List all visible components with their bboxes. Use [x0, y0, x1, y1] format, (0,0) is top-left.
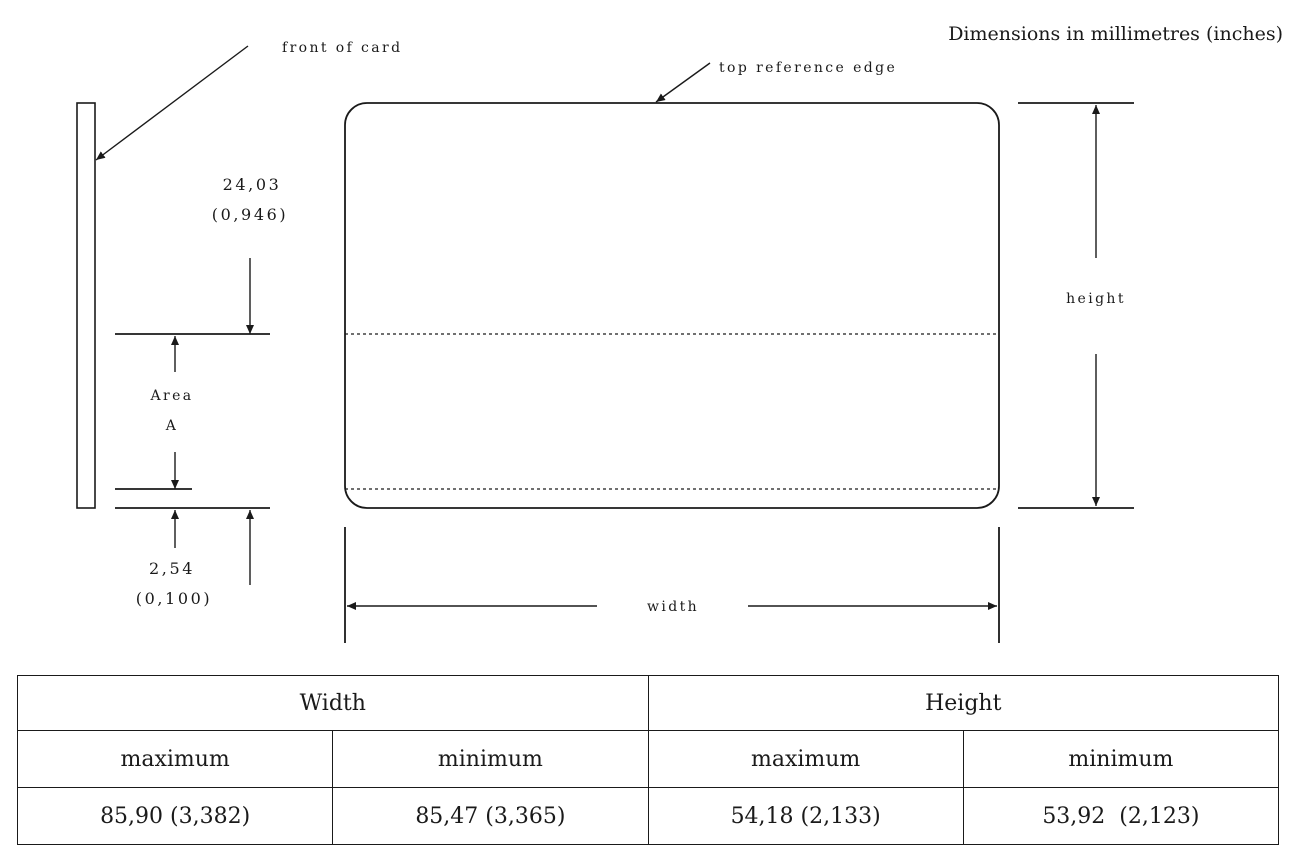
- card-dimension-diagram: Dimensions in millimetres (inches) front…: [76, 23, 1283, 643]
- width-min-value: 85,47 (3,365): [332, 787, 649, 845]
- width-max-header: maximum: [16, 730, 334, 788]
- dim-2-54-mm: 2,54: [149, 559, 195, 578]
- width-min-header: minimum: [332, 730, 649, 788]
- units-note: Dimensions in millimetres (inches): [948, 23, 1283, 45]
- table-group-header-row: Width Height: [17, 675, 1279, 731]
- width-max-value: 85,90 (3,382): [16, 787, 334, 845]
- height-min-header: minimum: [962, 730, 1280, 788]
- dim-2-54-in: (0,100): [136, 589, 213, 608]
- top-reference-edge-leader: [655, 62, 711, 103]
- dim-24-mm: 24,03: [223, 175, 282, 194]
- height-label: height: [1066, 291, 1126, 307]
- height-min-value: 53,92 (2,123): [962, 787, 1280, 845]
- dim-24-in: (0,946): [212, 205, 289, 224]
- area-label-line1: Area: [149, 388, 193, 404]
- top-reference-edge-label: top reference edge: [719, 60, 897, 76]
- height-max-header: maximum: [647, 730, 964, 788]
- front-of-card-leader: [95, 45, 249, 161]
- width-group-header: Width: [17, 675, 649, 731]
- width-label: width: [647, 599, 699, 615]
- card-front: [344, 102, 1000, 509]
- table-subheader-row: maximum minimum maximum minimum: [16, 730, 1280, 788]
- area-label-line2: A: [165, 418, 179, 434]
- table-row: 85,90 (3,382) 85,47 (3,365) 54,18 (2,133…: [16, 787, 1280, 845]
- dimensions-table: Width Height maximum minimum maximum min…: [16, 675, 1280, 845]
- height-group-header: Height: [647, 675, 1279, 731]
- height-max-value: 54,18 (2,133): [647, 787, 964, 845]
- card-side-view: [76, 102, 96, 509]
- front-of-card-label: front of card: [282, 40, 403, 56]
